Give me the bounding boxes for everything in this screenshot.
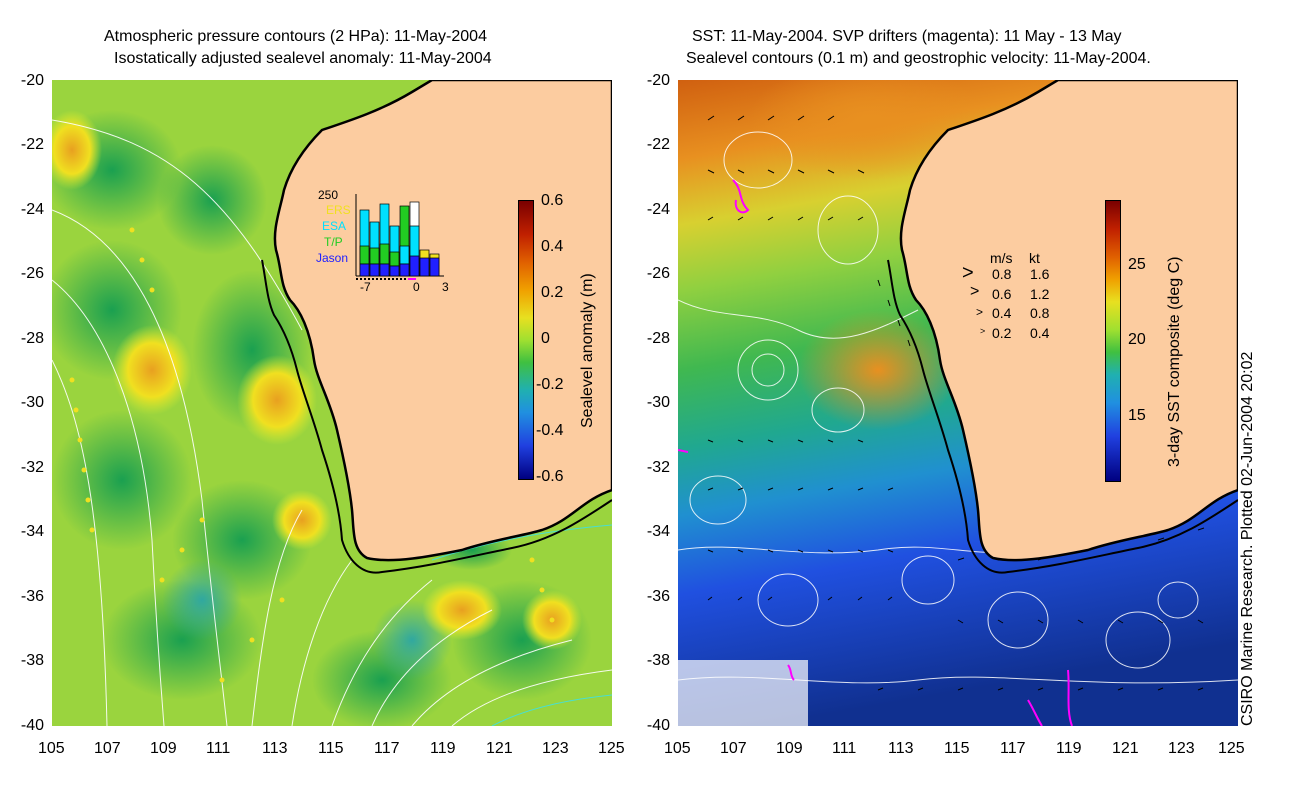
inset-legend-esa: ESA: [322, 219, 347, 233]
australia-landmass-right: [899, 80, 1238, 562]
right-xtick-5: 115: [944, 740, 970, 757]
sst-tick-15: 15: [1128, 407, 1146, 424]
sst-colorbar-label: 3-day SST composite (deg C): [1166, 256, 1183, 467]
sealevel-tick-1: 0.4: [541, 238, 564, 255]
altimeter-inset: [316, 186, 456, 291]
right-xtick-8: 121: [1112, 740, 1139, 757]
right-ytick-3: -26: [646, 265, 670, 282]
right-ytick-9: -38: [646, 652, 670, 669]
sealevel-tick-0: 0.6: [541, 192, 564, 209]
sst-map-svg: [678, 80, 1238, 726]
right-xtick-0: 105: [664, 740, 691, 757]
left-ytick-7: -34: [20, 523, 44, 540]
right-ytick-7: -34: [646, 523, 670, 540]
altimeter-inset-svg: [355, 194, 444, 280]
right-xtick-7: 119: [1056, 740, 1082, 757]
sst-tick-20: 20: [1128, 331, 1146, 348]
altimeter-track-dots: [69, 227, 555, 683]
left-xtick-9: 123: [542, 740, 569, 757]
right-ytick-5: -30: [646, 394, 670, 411]
inset-xtick-minus7: -7: [360, 280, 371, 294]
right-xtick-3: 111: [832, 740, 857, 757]
velocity-legend-arrow-02: >: [980, 326, 986, 336]
inset-xtick-3: 3: [442, 280, 449, 294]
sealevel-colorbar-label: Sealevel anomaly (m): [579, 273, 596, 428]
right-xtick-1: 107: [720, 740, 747, 757]
right-ytick-8: -36: [646, 588, 670, 605]
velocity-legend-ms-3: 0.2: [992, 325, 1012, 341]
pressure-contours: [52, 119, 612, 726]
left-ytick-2: -24: [20, 201, 44, 218]
right-ytick-6: -32: [646, 459, 670, 476]
right-ytick-2: -24: [646, 201, 670, 218]
left-xtick-7: 119: [430, 740, 456, 757]
sealevel-contours: [678, 131, 1238, 684]
credit-text: CSIRO Marine Research. Plotted 02-Jun-20…: [1239, 351, 1256, 726]
left-xtick-5: 115: [318, 740, 344, 757]
left-ytick-8: -36: [20, 588, 44, 605]
left-ytick-0: -20: [20, 72, 44, 89]
right-title-line1: SST: 11-May-2004. SVP drifters (magenta)…: [692, 28, 1122, 45]
left-ytick-3: -26: [20, 265, 44, 282]
sst-colorbar: [1105, 200, 1121, 482]
right-ytick-4: -28: [646, 330, 670, 347]
sealevel-tick-2: 0.2: [541, 284, 564, 301]
velocity-legend-header-kt: kt: [1029, 250, 1040, 266]
sealevel-tick-5: -0.4: [536, 422, 564, 439]
sealevel-colorbar: [518, 200, 534, 480]
inset-ymax-label: 250: [318, 188, 339, 202]
left-title-line2: Isostatically adjusted sealevel anomaly:…: [114, 50, 492, 67]
left-ytick-5: -30: [20, 394, 44, 411]
velocity-legend-ms-2: 0.4: [992, 305, 1012, 321]
right-ytick-0: -20: [646, 72, 670, 89]
left-xtick-1: 107: [94, 740, 121, 757]
velocity-legend-kt-2: 0.8: [1030, 305, 1050, 321]
sealevel-tick-3: 0: [541, 330, 550, 347]
left-xtick-8: 121: [486, 740, 513, 757]
left-xtick-0: 105: [38, 740, 65, 757]
geostrophic-velocity-arrows: [707, 115, 1205, 691]
velocity-legend-arrow-08: >: [962, 262, 974, 284]
velocity-legend-kt-3: 0.4: [1030, 325, 1050, 341]
velocity-legend-ms-0: 0.8: [992, 266, 1012, 282]
left-xtick-4: 113: [262, 740, 288, 757]
left-ytick-1: -22: [20, 136, 44, 153]
right-xtick-2: 109: [776, 740, 803, 757]
sealevel-tick-4: -0.2: [536, 376, 564, 393]
velocity-legend-kt-1: 1.2: [1030, 286, 1050, 302]
sst-map: [678, 80, 1238, 726]
sst-tick-25: 25: [1128, 256, 1146, 273]
left-ytick-9: -38: [20, 652, 44, 669]
left-xtick-2: 109: [150, 740, 177, 757]
svp-drifter-tracks: [678, 179, 1073, 726]
velocity-legend-header-ms: m/s: [990, 250, 1013, 266]
velocity-legend-ms-1: 0.6: [992, 286, 1012, 302]
inset-legend-tp: T/P: [324, 235, 343, 249]
left-xtick-10: 125: [598, 740, 625, 757]
left-ytick-10: -40: [20, 717, 44, 734]
left-xtick-3: 111: [206, 740, 231, 757]
right-xtick-6: 117: [1000, 740, 1026, 757]
cloud-mask: [678, 660, 808, 726]
velocity-legend-kt-0: 1.6: [1030, 266, 1050, 282]
right-ytick-10: -40: [646, 717, 670, 734]
right-xtick-4: 113: [888, 740, 914, 757]
inset-legend-jason: Jason: [316, 251, 349, 265]
right-ytick-1: -22: [646, 136, 670, 153]
left-title-line1: Atmospheric pressure contours (2 HPa): 1…: [104, 28, 487, 45]
inset-legend-ers: ERS: [326, 203, 351, 217]
left-ytick-4: -28: [20, 330, 44, 347]
right-title-line2: Sealevel contours (0.1 m) and geostrophi…: [686, 50, 1151, 67]
sealevel-tick-6: -0.6: [536, 468, 564, 485]
velocity-legend-arrow-04: >: [976, 305, 984, 319]
right-xtick-9: 123: [1168, 740, 1195, 757]
left-xtick-6: 117: [374, 740, 400, 757]
right-xtick-10: 125: [1218, 740, 1245, 757]
velocity-legend-arrow-06: >: [970, 283, 980, 300]
left-ytick-6: -32: [20, 459, 44, 476]
inset-xtick-0: 0: [413, 280, 420, 294]
